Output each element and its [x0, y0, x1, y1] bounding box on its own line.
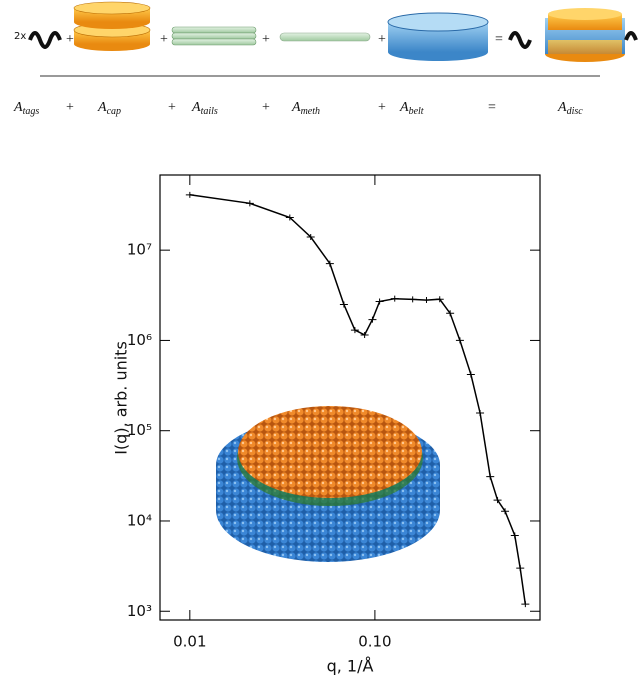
term-subscript: disc [567, 106, 584, 117]
data-point [339, 301, 348, 308]
schematic: 2x + + + + = [14, 1, 638, 77]
term: Acap [97, 100, 121, 117]
data-point [245, 200, 254, 207]
term-subscript: tags [23, 106, 40, 117]
y-axis-label: I(q), arb. units [112, 341, 131, 455]
data-line [189, 194, 527, 605]
data-point [476, 410, 485, 417]
x-tick-label: 0.10 [358, 633, 391, 651]
term-symbol: A [13, 100, 23, 115]
y-tick-label: 10³ [127, 602, 152, 620]
y-tick-label: 10⁷ [127, 241, 152, 259]
data-point [185, 191, 194, 198]
data-point [390, 295, 399, 302]
data-point [285, 214, 294, 221]
data-point [408, 296, 417, 303]
data-point [306, 233, 315, 240]
data-point [422, 297, 431, 304]
term: Adisc [557, 100, 583, 117]
term-subscript: meth [301, 106, 320, 117]
operator: + [66, 100, 74, 115]
term-subscript: belt [409, 106, 424, 117]
svg-text:+: + [160, 32, 168, 47]
term-symbol: A [97, 100, 107, 115]
term-symbol: A [399, 100, 409, 115]
y-tick-label: 10⁵ [127, 421, 152, 439]
data-point [466, 371, 475, 378]
equation: Atags Acap Atails Ameth Abelt Adisc+ + + + = [13, 100, 583, 117]
data-point [435, 296, 444, 303]
data-point [325, 260, 334, 267]
disc-render [216, 406, 440, 562]
term-subscript: tails [201, 106, 218, 117]
operator: + [378, 100, 386, 115]
operator: + [262, 100, 270, 115]
term: Atails [191, 100, 218, 117]
term-symbol: A [557, 100, 567, 115]
data-point [493, 497, 502, 504]
data-point [375, 298, 384, 305]
x-tick-label: 0.01 [173, 633, 206, 651]
data-point [446, 310, 455, 317]
term-symbol: A [191, 100, 201, 115]
svg-text:+: + [66, 32, 74, 47]
term: Abelt [399, 100, 424, 117]
data-point [486, 473, 495, 480]
operator: = [488, 100, 496, 115]
plot-frame [159, 174, 541, 621]
term-symbol: A [291, 100, 301, 115]
data-point [350, 327, 359, 334]
y-tick-label: 10⁴ [127, 511, 152, 529]
data-point [516, 565, 525, 572]
data-point [360, 331, 369, 338]
data-point [510, 532, 519, 539]
data-point [521, 601, 530, 608]
operator: + [168, 100, 176, 115]
svg-text:=: = [495, 32, 503, 47]
data-point [455, 337, 464, 344]
data-point [368, 316, 377, 323]
data-point [501, 508, 510, 515]
multiplier: 2x [14, 31, 26, 42]
term: Atags [13, 100, 39, 117]
svg-text:+: + [262, 32, 270, 47]
svg-text:+: + [378, 32, 386, 47]
term-subscript: cap [107, 106, 121, 117]
term: Ameth [291, 100, 320, 117]
y-tick-label: 10⁶ [127, 331, 152, 349]
x-axis-label: q, 1/Å [327, 657, 374, 676]
